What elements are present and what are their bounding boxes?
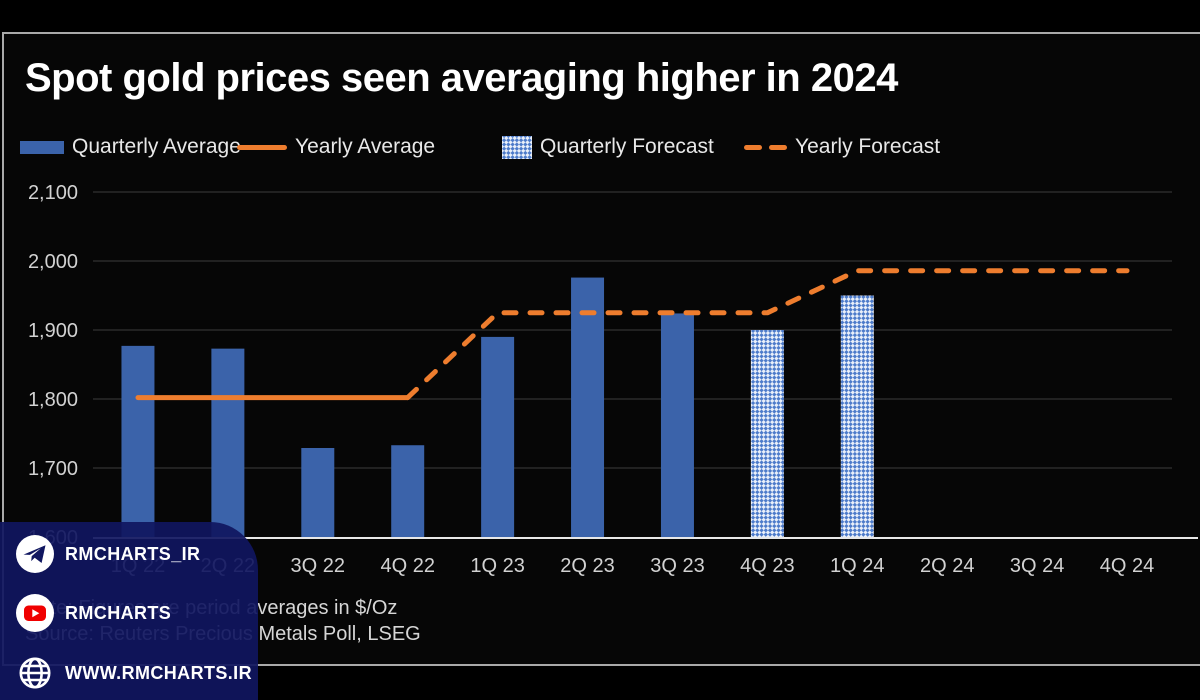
hatched-swatch-icon: [502, 135, 532, 159]
x-tick-label-4q-22: 4Q 22: [380, 555, 434, 577]
y-tick-label-1800: 1,800: [28, 389, 78, 411]
legend-label: Quarterly Average: [72, 135, 241, 158]
telegram-icon: [16, 535, 54, 573]
dashed-line-swatch-icon: [744, 144, 787, 150]
youtube-handle: RMCHARTS: [65, 602, 172, 623]
bar-3q-22: [301, 447, 335, 537]
forecast-bar-1q-24: [840, 295, 874, 537]
youtube-icon: [16, 594, 54, 632]
x-tick-label-2q-24: 2Q 24: [920, 555, 974, 577]
youtube-link-row[interactable]: RMCHARTS: [16, 594, 171, 632]
x-tick-label-1q-23: 1Q 23: [470, 555, 524, 577]
y-tick-label-2100: 2,100: [28, 182, 78, 204]
bar-4q-22: [391, 445, 425, 537]
y-tick-label-1700: 1,700: [28, 458, 78, 480]
forecast-bar-4q-23: [750, 330, 784, 537]
chart-title: Spot gold prices seen averaging higher i…: [25, 56, 898, 100]
legend-item-quarterly-forecast: Quarterly Forecast: [502, 133, 714, 161]
legend-item-yearly-forecast: Yearly Forecast: [744, 133, 940, 161]
bar-1q-22: [121, 345, 155, 537]
y-tick-label-1900: 1,900: [28, 320, 78, 342]
yearly-forecast-line: [405, 268, 1130, 401]
x-tick-label-1q-24: 1Q 24: [830, 555, 884, 577]
bar-1q-23: [481, 336, 515, 537]
telegram-handle: RMCHARTS_IR: [65, 543, 201, 564]
line-swatch-icon: [237, 144, 287, 150]
bar-3q-23: [660, 313, 694, 537]
x-tick-label-3q-22: 3Q 22: [291, 555, 345, 577]
bar-2q-22: [211, 348, 245, 537]
x-tick-label-3q-23: 3Q 23: [650, 555, 704, 577]
telegram-link-row[interactable]: RMCHARTS_IR: [16, 535, 200, 573]
y-tick-label-2000: 2,000: [28, 251, 78, 273]
website-url: WWW.RMCHARTS.IR: [65, 662, 252, 683]
x-tick-label-4q-24: 4Q 24: [1100, 555, 1154, 577]
legend-item-quarterly-average: Quarterly Average: [20, 133, 241, 161]
x-tick-label-3q-24: 3Q 24: [1010, 555, 1064, 577]
website-link-row[interactable]: WWW.RMCHARTS.IR: [16, 654, 252, 692]
legend-label: Yearly Forecast: [795, 135, 941, 158]
globe-icon: [19, 657, 51, 689]
x-tick-label-2q-23: 2Q 23: [560, 555, 614, 577]
legend-label: Quarterly Forecast: [540, 135, 714, 158]
legend-item-yearly-average: Yearly Average: [237, 133, 435, 161]
watermark-card: RMCHARTS_IR RMCHARTS WWW.RMCHARTS.IR: [0, 522, 258, 700]
legend-label: Yearly Average: [295, 135, 436, 158]
bar-2q-23: [571, 277, 605, 537]
bar-swatch-icon: [20, 140, 64, 154]
x-tick-label-4q-23: 4Q 23: [740, 555, 794, 577]
